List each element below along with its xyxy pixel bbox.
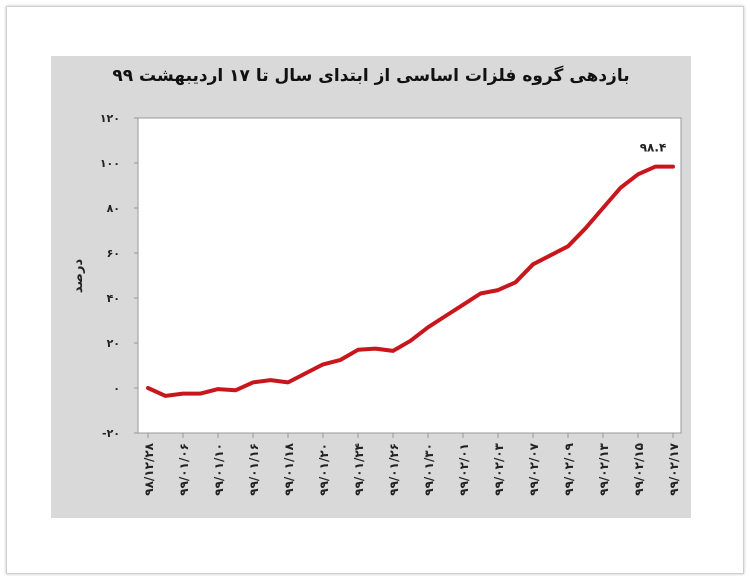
data-point	[619, 186, 622, 190]
x-tick-label: ۹۹/۰۱/۱۰	[212, 443, 226, 496]
data-label: ۹۸.۴	[640, 141, 667, 155]
data-point	[374, 347, 377, 351]
data-point	[199, 392, 202, 396]
data-point	[531, 262, 535, 266]
x-tick-label: ۹۹/۰۱/۱۶	[247, 443, 261, 496]
y-tick-label: ۱۲۰	[100, 112, 120, 125]
data-point	[164, 394, 167, 398]
data-point	[426, 325, 430, 329]
data-point	[479, 292, 482, 295]
y-tick-label: ۸۰	[107, 202, 120, 215]
data-point	[409, 339, 412, 343]
x-tick-label: ۹۹/۰۲/۱۷	[667, 442, 681, 495]
x-tick-label: ۹۹/۰۲/۰۷	[527, 442, 541, 495]
data-point	[304, 371, 307, 375]
data-point	[636, 172, 640, 176]
data-point	[601, 206, 605, 210]
data-point	[286, 380, 290, 384]
x-tick-label: ۹۹/۰۲/۰۹	[562, 442, 576, 495]
x-tick-label: ۹۹/۰۲/۰۱	[457, 443, 471, 496]
data-point	[339, 358, 342, 362]
data-point	[549, 253, 552, 257]
x-tick-label: ۹۹/۰۱/۲۶	[387, 443, 401, 496]
data-point	[269, 378, 272, 382]
x-tick-label: ۹۸/۱۲/۲۸	[142, 442, 156, 495]
data-point	[654, 165, 657, 169]
data-point	[146, 386, 150, 390]
data-point	[671, 165, 675, 169]
x-tick-label: ۹۹/۰۱/۳۰	[422, 443, 436, 496]
chart-title: بازدهی گروه فلزات اساسی از ابتدای سال تا…	[112, 66, 630, 86]
x-tick-label: ۹۹/۰۲/۱۳	[597, 442, 611, 495]
x-tick-label: ۹۹/۰۲/۱۵	[632, 443, 646, 496]
data-point	[514, 280, 517, 284]
y-tick-label: ۲۰	[107, 337, 120, 350]
plot-area	[137, 117, 682, 434]
data-point	[584, 226, 587, 230]
data-point	[234, 388, 237, 392]
data-point	[356, 348, 360, 352]
y-tick-label: ۰	[113, 382, 120, 395]
data-point	[566, 244, 570, 248]
data-point	[461, 303, 465, 307]
x-tick-label: ۹۹/۰۱/۰۶	[177, 443, 191, 496]
data-point	[181, 392, 185, 396]
data-point	[216, 387, 220, 391]
data-point	[251, 380, 255, 384]
y-tick-label: -۲۰	[102, 427, 120, 440]
x-tick-label: ۹۹/۰۱/۲۰	[317, 443, 331, 496]
y-tick-label: ۱۰۰	[100, 157, 120, 170]
y-tick-label: ۴۰	[107, 292, 120, 305]
data-point	[321, 362, 325, 366]
x-tick-label: ۹۹/۰۲/۰۳	[492, 442, 506, 495]
x-tick-label: ۹۹/۰۱/۱۸	[282, 442, 296, 495]
data-point	[444, 314, 447, 318]
data-point	[496, 288, 500, 292]
data-point	[391, 349, 395, 353]
y-tick-label: ۶۰	[107, 247, 120, 260]
x-tick-label: ۹۹/۰۱/۲۴	[352, 443, 366, 496]
y-axis-label: درصد	[71, 259, 86, 294]
